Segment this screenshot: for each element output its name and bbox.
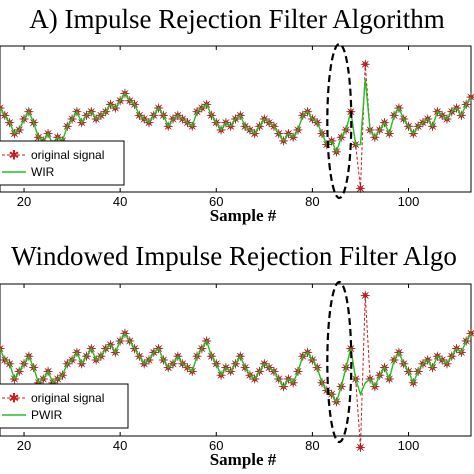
x-axis: 20 40 60 80 100 — [17, 46, 420, 209]
data-point — [0, 103, 5, 113]
data-point — [360, 59, 370, 69]
impulse-highlight-ellipse — [326, 42, 353, 200]
legend-label-original: original signal — [31, 148, 104, 162]
panel-a: A) Impulse Rejection Filter Algorithm 20… — [0, 4, 474, 225]
x-tick-label: 40 — [113, 438, 127, 453]
x-tick-label: 20 — [17, 194, 31, 209]
x-axis-label: Sample # — [210, 206, 277, 225]
chart-title: A) Impulse Rejection Filter Algorithm — [29, 4, 444, 34]
x-tick-label: 80 — [305, 194, 319, 209]
data-point — [355, 442, 366, 453]
impulse-highlight-ellipse — [326, 280, 353, 444]
annotation-layer — [326, 42, 353, 200]
legend-box — [0, 140, 125, 186]
x-tick-label: 60 — [209, 194, 223, 209]
x-tick-label: 100 — [398, 438, 420, 453]
data-point — [355, 183, 366, 193]
x-axis-label: Sample # — [210, 450, 277, 469]
series-layer — [0, 59, 474, 193]
x-tick-label: 40 — [113, 194, 127, 209]
series-layer — [0, 290, 474, 453]
x-axis: 20 40 60 80 100 — [17, 284, 420, 453]
x-tick-label: 20 — [17, 438, 31, 453]
legend-label-pwir: PWIR — [31, 408, 63, 422]
x-tick-label: 100 — [398, 194, 420, 209]
data-point — [360, 290, 370, 301]
legend-box — [0, 383, 129, 429]
legend-label-wir: WIR — [31, 165, 55, 179]
legend-label-original: original signal — [31, 391, 104, 405]
panel-b: Windowed Impulse Rejection Filter Algo 2… — [0, 241, 474, 469]
legend: ✱ original signal WIR — [0, 140, 125, 186]
series-line-pwir — [0, 332, 472, 404]
legend-marker-original: ✱ — [9, 392, 20, 407]
series-line-wir — [0, 78, 472, 154]
legend-marker-original: ✱ — [9, 149, 20, 164]
data-point — [0, 343, 5, 354]
annotation-layer — [326, 280, 353, 444]
x-tick-label: 80 — [305, 438, 319, 453]
x-tick-label: 60 — [209, 438, 223, 453]
legend: ✱ original signal PWIR — [0, 383, 129, 429]
chart-title: Windowed Impulse Rejection Filter Algo — [11, 241, 457, 271]
